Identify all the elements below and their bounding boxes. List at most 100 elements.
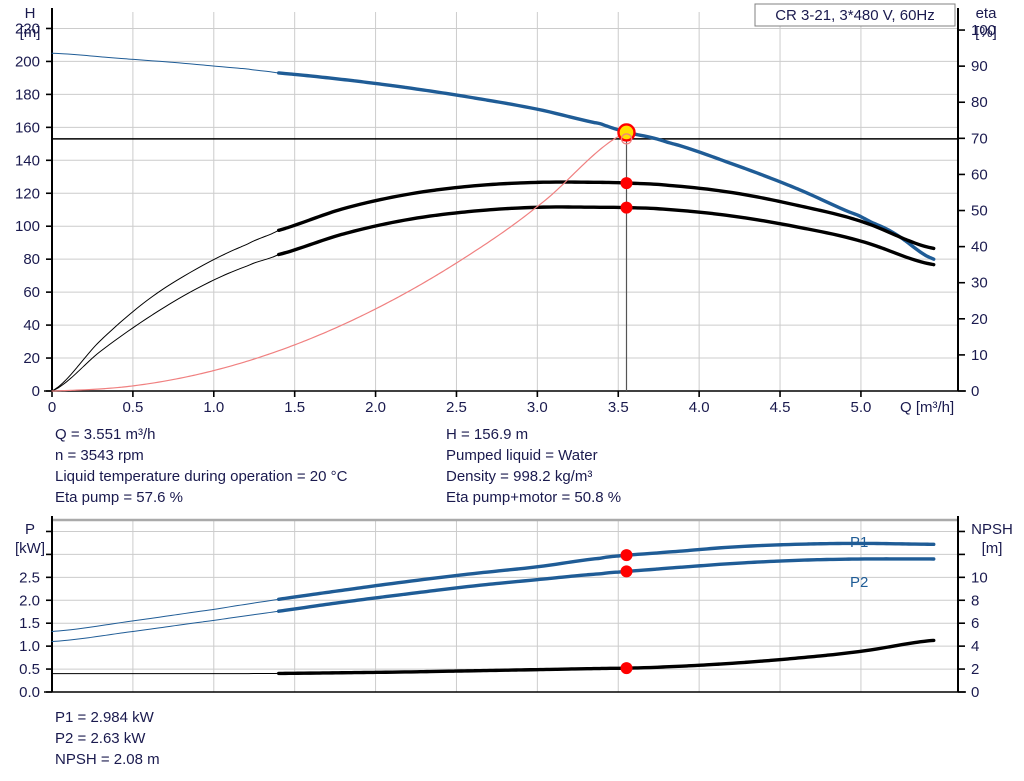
duty-point[interactable] [617, 123, 636, 142]
duty-info-left: Q = 3.551 m³/h n = 3543 rpm Liquid tempera… [55, 424, 347, 508]
duty-info-left-line-1: Q = 3.551 m³/h [55, 426, 156, 443]
power-info-line-2: P2 = 2.63 kW [55, 730, 146, 747]
svg-text:2.0: 2.0 [19, 592, 40, 609]
svg-text:60: 60 [23, 284, 40, 301]
svg-text:2: 2 [971, 661, 979, 678]
svg-text:8: 8 [971, 592, 979, 609]
h-axis-name: H [25, 5, 36, 22]
duty-info-right-line-2: Pumped liquid = Water [446, 447, 598, 464]
svg-text:20: 20 [971, 311, 988, 328]
bottom-markers [620, 549, 633, 675]
svg-text:100: 100 [971, 22, 996, 39]
svg-text:10: 10 [971, 347, 988, 364]
svg-text:4: 4 [971, 638, 979, 655]
bottom-axes [44, 516, 966, 693]
bottom-chart: 0.0 0.5 1.0 1.5 2.0 2.5 P [kW] 0 2 4 6 8 10 NPSH [m] P1 P… [15, 516, 1013, 701]
svg-text:3.5: 3.5 [608, 399, 629, 416]
p1-duty-point[interactable] [620, 549, 633, 562]
svg-text:4.0: 4.0 [689, 399, 710, 416]
npsh-axis-ticks: 0 2 4 6 8 10 [958, 530, 988, 701]
title-box: CR 3-21, 3*480 V, 60Hz [754, 3, 956, 27]
svg-text:0.5: 0.5 [19, 661, 40, 678]
svg-text:1.0: 1.0 [19, 638, 40, 655]
eta-axis-unit: [%] [975, 24, 997, 41]
svg-text:1.0: 1.0 [203, 399, 224, 416]
eta-pump-point[interactable] [620, 177, 633, 190]
svg-text:2.5: 2.5 [446, 399, 467, 416]
curve-npsh [277, 638, 936, 676]
p-axis-name: P [25, 521, 35, 538]
eta-pump-motor-point[interactable] [620, 201, 633, 214]
h-axis-unit: [m] [20, 24, 41, 41]
svg-text:2.0: 2.0 [365, 399, 386, 416]
svg-text:180: 180 [15, 86, 40, 103]
svg-text:3.0: 3.0 [527, 399, 548, 416]
power-info-line-3: NPSH = 2.08 m [55, 751, 160, 768]
top-reference-lines [52, 132, 958, 391]
svg-text:4.5: 4.5 [770, 399, 791, 416]
svg-text:1.5: 1.5 [284, 399, 305, 416]
svg-text:0.5: 0.5 [122, 399, 143, 416]
duty-info-right-line-4: Eta pump+motor = 50.8 % [446, 489, 622, 506]
p2-curve-label: P2 [850, 574, 868, 591]
svg-text:160: 160 [15, 119, 40, 136]
curve-p1 [277, 541, 936, 602]
system-curve-point [620, 133, 633, 145]
svg-text:70: 70 [971, 130, 988, 147]
curve-eta-pump [277, 180, 936, 251]
svg-text:2.5: 2.5 [19, 569, 40, 586]
svg-text:5.0: 5.0 [850, 399, 871, 416]
duty-info-right: H = 156.9 m Pumped liquid = Water Density … [446, 424, 621, 508]
curve-h-head-curve-thin [51, 52, 280, 74]
svg-text:40: 40 [971, 239, 988, 256]
svg-text:100: 100 [15, 218, 40, 235]
svg-text:80: 80 [971, 94, 988, 111]
q-axis-label: Q [m³/h] [900, 399, 954, 416]
p2-duty-point[interactable] [620, 565, 633, 578]
npsh-axis-unit: [m] [982, 540, 1003, 557]
power-info-line-1: P1 = 2.984 kW [55, 709, 154, 726]
p-axis-ticks: 0.0 0.5 1.0 1.5 2.0 2.5 [19, 530, 52, 701]
svg-text:80: 80 [23, 251, 40, 268]
curve-eta-pump-motor-thin [51, 254, 280, 392]
svg-text:60: 60 [971, 166, 988, 183]
top-axes [44, 8, 966, 392]
p1-curve-label: P1 [850, 534, 868, 551]
title-box-label: CR 3-21, 3*480 V, 60Hz [775, 7, 935, 24]
curve-system-curve [51, 131, 628, 392]
svg-text:140: 140 [15, 152, 40, 169]
h-axis-ticks: 0 20 40 60 80 100 120 140 160 180 200 220 [15, 20, 52, 400]
svg-text:0: 0 [48, 399, 56, 416]
duty-info-left-line-4: Eta pump = 57.6 % [55, 489, 183, 506]
curve-p1-thin [51, 598, 280, 632]
svg-text:0: 0 [32, 383, 40, 400]
curve-p2 [277, 557, 936, 613]
curve-p2-thin [51, 610, 280, 643]
q-axis-ticks: 0 0.5 1.0 1.5 2.0 2.5 3.0 3.5 4.0 4.5 5.0 [48, 391, 871, 416]
eta-axis-name: eta [976, 5, 998, 22]
curve-eta-pump-motor [277, 205, 936, 267]
svg-text:40: 40 [23, 317, 40, 334]
svg-text:200: 200 [15, 53, 40, 70]
p-axis-unit: [kW] [15, 540, 45, 557]
eta-axis-ticks: 0 10 20 30 40 50 60 70 80 90 100 [958, 22, 996, 400]
bottom-curves [51, 541, 936, 676]
svg-text:220: 220 [15, 20, 40, 37]
npsh-duty-point[interactable] [620, 662, 633, 675]
svg-text:1.5: 1.5 [19, 615, 40, 632]
svg-text:50: 50 [971, 203, 988, 220]
curve-eta-pump-thin [51, 229, 280, 392]
power-info: P1 = 2.984 kW P2 = 2.63 kW NPSH = 2.08 m [55, 707, 160, 770]
svg-text:90: 90 [971, 58, 988, 75]
duty-info-left-line-3: Liquid temperature during operation = 20… [55, 468, 348, 485]
top-markers [617, 123, 636, 214]
top-curves [51, 52, 936, 392]
svg-text:10: 10 [971, 569, 988, 586]
npsh-axis-name: NPSH [971, 521, 1013, 538]
svg-text:120: 120 [15, 185, 40, 202]
duty-info-left-line-2: n = 3543 rpm [55, 447, 144, 464]
bottom-gridlines [52, 518, 958, 692]
duty-info-right-line-3: Density = 998.2 kg/m³ [446, 468, 593, 485]
